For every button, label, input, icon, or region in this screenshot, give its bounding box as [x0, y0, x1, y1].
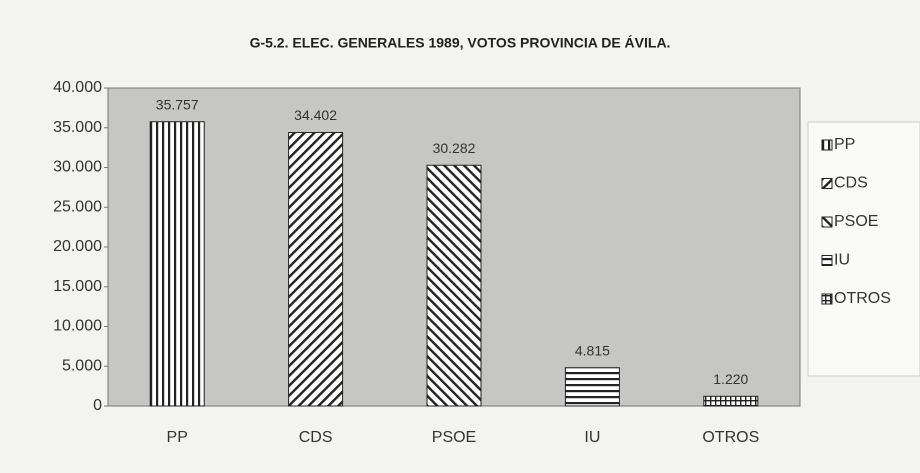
data-label: 30.282 [433, 140, 476, 156]
data-label: 35.757 [156, 96, 199, 112]
x-tick-label: OTROS [702, 429, 759, 446]
data-label: 34.402 [294, 107, 337, 123]
y-tick-label: 20.000 [53, 238, 102, 255]
x-tick-label: PP [167, 429, 188, 446]
legend-swatch [821, 255, 833, 266]
y-tick-label: 35.000 [53, 119, 102, 136]
y-tick-label: 15.000 [53, 278, 102, 295]
y-tick-label: 30.000 [53, 159, 102, 176]
legend-label: CDS [834, 175, 868, 192]
bar [149, 121, 205, 407]
legend-label: OTROS [834, 290, 891, 307]
x-tick-label: PSOE [432, 429, 476, 446]
y-tick-label: 25.000 [53, 198, 102, 215]
data-label: 1.220 [713, 371, 748, 387]
bar [288, 132, 344, 407]
bar [564, 367, 620, 407]
legend [807, 121, 920, 377]
legend-label: IU [834, 252, 850, 269]
y-tick-label: 5.000 [62, 357, 102, 374]
legend-swatch [821, 293, 833, 305]
chart-title: G-5.2. ELEC. GENERALES 1989, VOTOS PROVI… [250, 35, 671, 51]
y-tick-label: 0 [93, 397, 102, 414]
legend-swatch [821, 139, 833, 151]
data-label: 4.815 [575, 342, 610, 358]
legend-swatch [821, 216, 833, 228]
bar [703, 395, 759, 407]
legend-label: PP [834, 136, 855, 153]
legend-label: PSOE [834, 213, 878, 230]
x-tick-label: IU [584, 429, 600, 446]
bar [426, 164, 482, 407]
legend-swatch [821, 178, 833, 189]
y-tick-label: 10.000 [53, 318, 102, 335]
y-tick-label: 40.000 [53, 79, 102, 96]
x-tick-label: CDS [299, 429, 333, 446]
